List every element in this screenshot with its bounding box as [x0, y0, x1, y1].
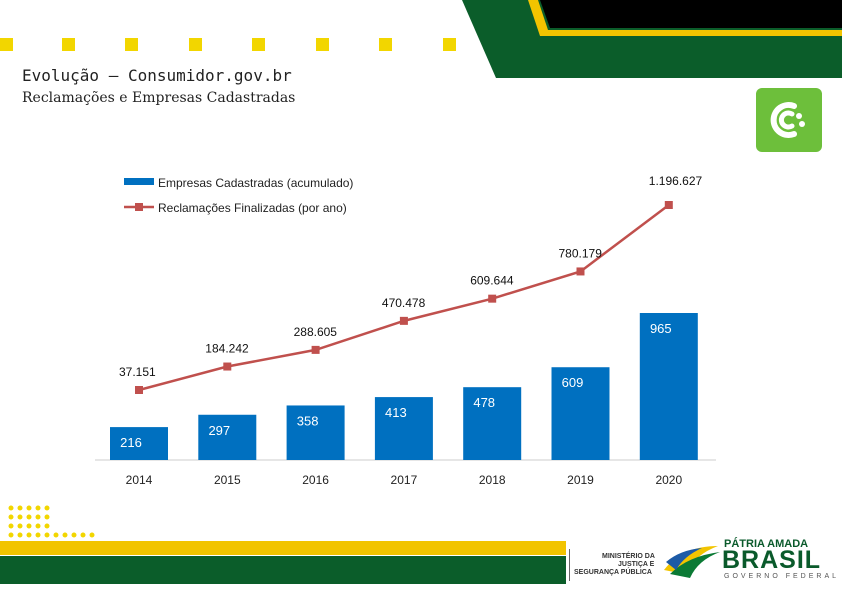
corner-decoration	[462, 0, 842, 78]
bar-2017	[374, 397, 433, 460]
x-tick-label-2017: 2017	[391, 473, 418, 487]
footer-divider	[569, 549, 570, 581]
decor-square	[0, 38, 13, 51]
bar-2019	[551, 367, 610, 460]
page-subtitle: Reclamações e Empresas Cadastradas	[22, 90, 296, 106]
line-label-2015: 184.242	[205, 342, 249, 356]
line-point-2016	[311, 345, 320, 354]
line-point-2019	[576, 267, 585, 276]
decor-square	[379, 38, 392, 51]
dot-pattern	[8, 505, 95, 538]
bar-2016	[286, 405, 345, 460]
bar-label-2014: 216	[120, 435, 142, 450]
brand-bottom-text: GOVERNO FEDERAL	[724, 573, 840, 580]
x-tick-label-2018: 2018	[479, 473, 506, 487]
consumidor-gov-logo-icon	[756, 88, 822, 152]
bar-2020	[639, 313, 698, 460]
line-label-2019: 780.179	[559, 246, 603, 260]
brand-main-text: BRASIL	[722, 546, 822, 574]
x-tick-label-2014: 2014	[126, 473, 153, 487]
brand-top-text: PÁTRIA AMADA	[724, 538, 809, 550]
bar-label-2017: 413	[385, 405, 407, 420]
legend-line-label: Reclamações Finalizadas (por ano)	[158, 201, 347, 215]
ministry-line-1: MINISTÉRIO DA	[602, 553, 655, 560]
bar-label-2019: 609	[562, 375, 584, 390]
bar-label-2018: 478	[473, 395, 495, 410]
x-tick-label-2020: 2020	[655, 473, 682, 487]
bar-label-2020: 965	[650, 321, 672, 336]
line-label-2018: 609.644	[470, 274, 514, 288]
line-label-2014: 37.151	[119, 365, 156, 379]
line-label-2016: 288.605	[294, 325, 338, 339]
line-point-2015	[223, 362, 232, 371]
line-label-2020: 1.196.627	[649, 174, 703, 188]
chart: Empresas Cadastradas (acumulado) Reclama…	[95, 174, 716, 487]
line-point-2018	[488, 294, 497, 303]
legend-line-marker	[135, 203, 143, 211]
x-tick-label-2016: 2016	[302, 473, 329, 487]
decor-square	[252, 38, 265, 51]
line-point-2020	[664, 201, 673, 209]
chart-legend: Empresas Cadastradas (acumulado) Reclama…	[124, 176, 353, 215]
legend-bar-label: Empresas Cadastradas (acumulado)	[158, 176, 353, 190]
bar-label-2015: 297	[208, 423, 230, 438]
bar-label-2016: 358	[297, 413, 319, 428]
x-tick-label-2019: 2019	[567, 473, 594, 487]
ministry-name: MINISTÉRIO DA JUSTIÇA E SEGURANÇA PÚBLIC…	[574, 553, 655, 577]
ministry-line-3: SEGURANÇA PÚBLICA	[574, 569, 652, 576]
decor-square	[62, 38, 75, 51]
line-point-2014	[135, 386, 143, 394]
footer-yellow-bar	[0, 541, 566, 555]
decor-square	[316, 38, 329, 51]
footer-green-bar	[0, 556, 566, 584]
page-title: Evolução – Consumidor.gov.br	[22, 66, 292, 85]
bar-2018	[463, 387, 522, 460]
bar-2015	[198, 414, 257, 460]
bar-2014	[110, 427, 168, 460]
x-tick-label-2015: 2015	[214, 473, 241, 487]
ministry-line-2: JUSTIÇA E	[618, 561, 655, 568]
legend-bar-swatch	[124, 178, 154, 185]
line-point-2017	[399, 316, 408, 325]
decor-square	[443, 38, 456, 51]
line-label-2017: 470.478	[382, 296, 426, 310]
decor-square	[189, 38, 202, 51]
decor-square	[125, 38, 138, 51]
brazil-flag-icon	[664, 546, 720, 578]
